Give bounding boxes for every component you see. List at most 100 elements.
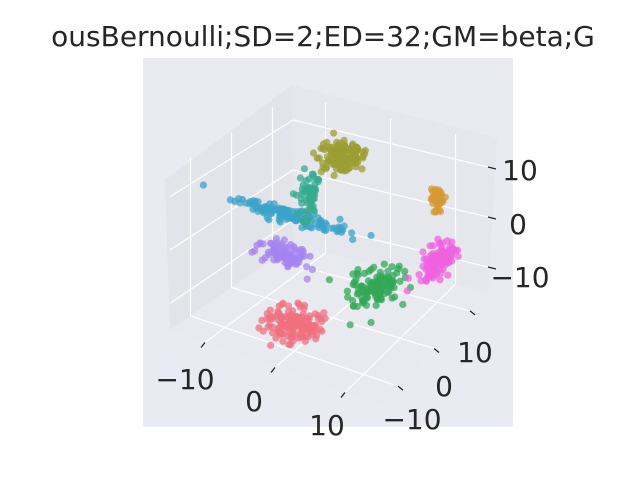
scatter-point-cluster-1 [388,276,396,284]
scatter-point-cluster-5 [349,235,357,244]
scatter-point-cluster-1 [349,280,357,288]
scatter-point-cluster-0 [269,323,277,331]
scatter-point-cluster-7 [277,240,285,248]
scatter-point-cluster-0 [311,310,319,318]
chart-title: ousBernoulli;SD=2;ED=32;GM=beta;G [51,20,595,53]
scatter-point-cluster-0 [279,337,287,345]
scatter-point-cluster-1 [359,288,368,296]
scatter-point-cluster-4 [340,148,348,156]
scatter-point-cluster-1 [380,260,388,268]
scatter-point-cluster-5 [336,215,344,223]
scatter-points [199,129,462,349]
scatter-point-cluster-1 [346,321,354,329]
scatter-point-cluster-2 [403,287,411,295]
scatter-point-cluster-4 [354,144,362,152]
scatter-point-cluster-3 [429,199,437,207]
scatter-point-cluster-7 [258,256,266,264]
back-left-pane [165,85,293,330]
scatter-point-cluster-0 [259,327,267,335]
scatter-point-cluster-4 [333,141,341,149]
scatter-point-cluster-6 [314,175,323,183]
scatter-point-cluster-1 [366,287,374,295]
scatter-point-cluster-1 [370,263,378,271]
scatter-point-cluster-1 [373,295,382,303]
tick-mark [200,342,206,348]
z-tick-label: 10 [502,154,538,187]
scatter-point-cluster-0 [276,331,284,339]
scatter-point-cluster-2 [420,255,428,263]
scatter-point-cluster-0 [269,329,277,337]
scatter-point-cluster-6 [302,186,310,195]
grid-line [292,119,489,168]
scatter-point-cluster-7 [284,262,292,270]
scatter-point-cluster-2 [448,251,456,259]
scatter-point-cluster-0 [309,322,317,330]
scatter-point-cluster-5 [322,226,330,234]
scatter-point-cluster-2 [425,274,433,282]
scatter-point-cluster-4 [329,160,337,168]
scatter-point-cluster-5 [246,198,254,206]
scatter-point-cluster-7 [303,263,311,271]
scatter-point-cluster-1 [362,301,370,309]
scatter-point-cluster-4 [330,171,338,180]
scatter-point-cluster-4 [309,149,318,157]
scatter-point-cluster-2 [446,243,454,251]
scatter-point-cluster-2 [419,262,427,270]
scatter-point-cluster-2 [454,252,462,261]
scatter-point-cluster-4 [361,150,369,158]
scatter-point-cluster-0 [258,316,266,324]
tick-mark [433,347,440,354]
scatter-point-cluster-7 [285,252,293,260]
scatter-point-cluster-7 [297,253,305,262]
scatter-point-cluster-6 [305,195,313,203]
scatter-point-cluster-4 [347,146,355,155]
scatter-point-cluster-2 [404,274,412,282]
y-tick-label: 10 [457,336,493,369]
scatter-point-cluster-0 [277,320,286,328]
scatter-point-cluster-5 [249,205,257,213]
scatter-point-cluster-0 [304,333,312,341]
scatter-point-cluster-6 [295,209,303,217]
z-tick-label: −10 [490,261,549,294]
tick-mark [397,385,404,391]
scatter-point-cluster-5 [339,226,347,234]
scatter-point-cluster-1 [401,267,409,275]
scatter-point-cluster-7 [248,248,256,256]
scatter-point-cluster-1 [325,276,333,284]
tick-mark [270,367,276,373]
tick-mark [469,310,476,316]
scatter-point-cluster-1 [390,284,398,292]
tick-mark [340,392,346,398]
scatter-point-cluster-4 [333,147,341,155]
scatter-point-cluster-2 [415,271,423,279]
scatter-point-cluster-6 [296,174,304,182]
scatter-point-cluster-0 [278,300,286,308]
scatter-point-cluster-0 [300,304,308,312]
scatter-point-cluster-1 [377,275,385,283]
scatter-point-cluster-2 [427,265,435,273]
scatter-point-cluster-5 [254,198,262,206]
scatter-point-cluster-2 [436,264,444,272]
z-tick-label: 0 [509,208,527,241]
scatter-point-cluster-2 [436,240,444,248]
scatter-point-cluster-5 [333,228,341,236]
scatter-point-cluster-5 [306,223,314,231]
scatter-point-cluster-2 [445,257,453,266]
scatter-point-cluster-0 [296,333,304,341]
scatter-point-cluster-5 [276,209,284,217]
scatter-point-cluster-0 [266,313,274,321]
scatter-point-cluster-7 [308,265,316,274]
scatter-point-cluster-1 [367,318,375,327]
scatter-point-cluster-4 [346,164,354,172]
tick-mark [487,216,497,220]
scatter-point-cluster-1 [372,301,380,309]
scatter-point-cluster-6 [300,165,308,173]
scatter-point-cluster-1 [388,294,396,302]
scatter-point-cluster-0 [286,321,294,329]
scatter-point-cluster-3 [437,189,445,197]
x-tick-label: 0 [245,385,263,418]
scatter-point-cluster-5 [348,229,356,237]
scatter-point-cluster-4 [353,155,361,163]
tick-mark [487,166,497,170]
